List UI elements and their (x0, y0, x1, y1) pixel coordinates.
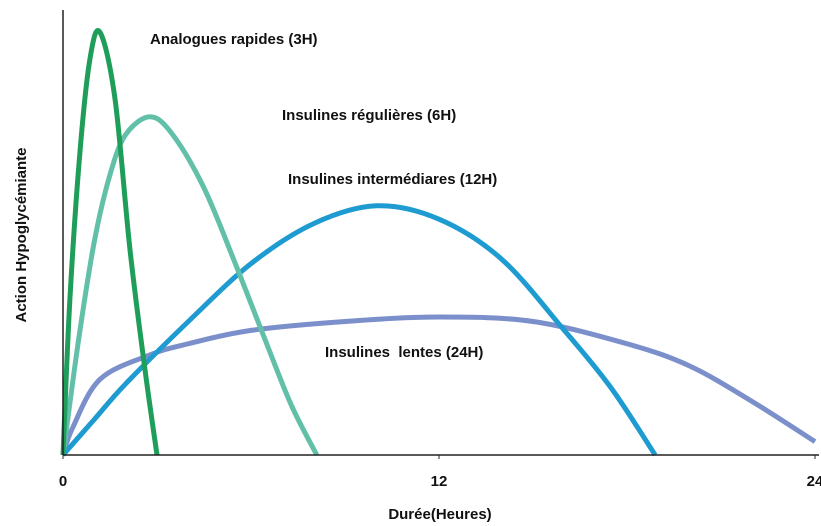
line (61, 203, 658, 457)
line (60, 28, 160, 456)
x-tick-label: 0 (59, 473, 67, 490)
series-label: Insulines intermédiares (12H) (288, 171, 497, 188)
y-axis-label: Action Hypoglycémiante (13, 147, 30, 322)
series-label: Analogues rapides (3H) (150, 31, 318, 48)
x-tick-label: 12 (431, 473, 448, 490)
line (60, 114, 320, 457)
x-tick-label: 24 (807, 473, 821, 490)
x-axis-label: Durée(Heures) (388, 506, 491, 523)
series-label: Insulines régulières (6H) (282, 107, 456, 124)
series-label: Insulines lentes (24H) (325, 344, 483, 361)
line (60, 314, 817, 456)
